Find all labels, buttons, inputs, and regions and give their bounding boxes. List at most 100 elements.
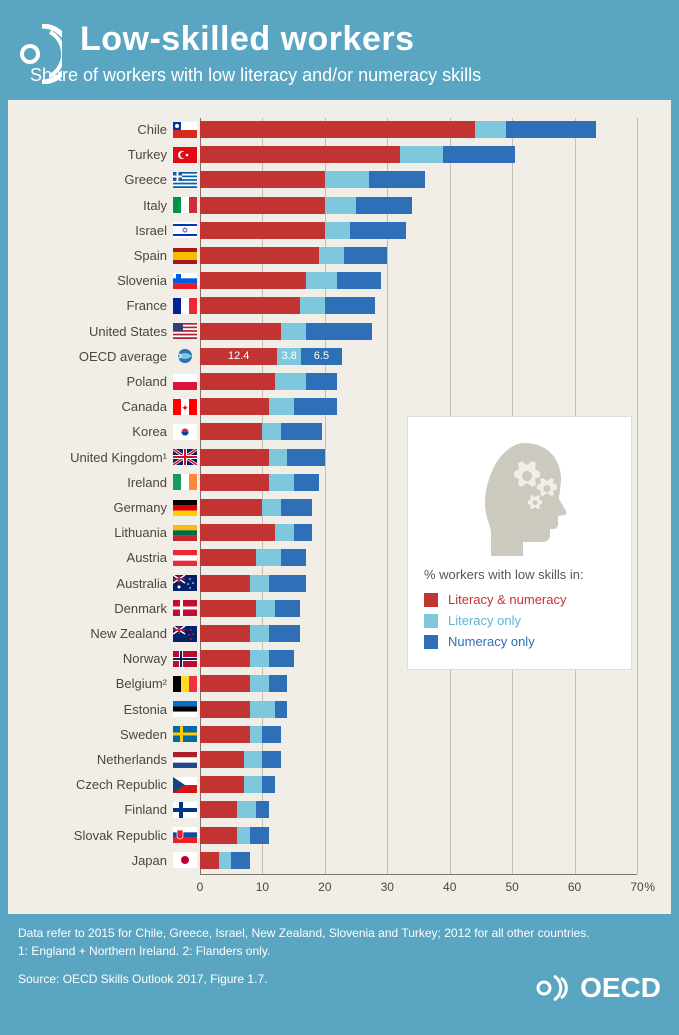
bar-segment-numeracy (287, 449, 324, 466)
bar-segment-both (200, 474, 269, 491)
bar-segment-both (200, 701, 250, 718)
country-label: United Kingdom¹ (18, 450, 173, 465)
bar-segment-literacy (244, 776, 263, 793)
table-row: France (18, 296, 637, 315)
country-label: Korea (18, 424, 173, 439)
bar-segment-both (200, 197, 325, 214)
country-label: Lithuania (18, 525, 173, 540)
bar-segment-literacy (250, 726, 262, 743)
country-label: Poland (18, 374, 173, 389)
bar-area (200, 674, 637, 693)
flag-icon: ✦ (173, 399, 197, 415)
bar-segment-literacy (237, 827, 249, 844)
bar-segment-numeracy (269, 650, 294, 667)
value-label: 12.4 (200, 350, 277, 362)
bar-segment-numeracy (262, 776, 274, 793)
bar-segment-both (200, 171, 325, 188)
table-row: Finland (18, 800, 637, 819)
country-label: Germany (18, 500, 173, 515)
legend-item: Literacy only (424, 613, 615, 628)
bar-area (200, 322, 637, 341)
x-tick-label: 60 (568, 880, 581, 894)
flag-icon (173, 172, 197, 188)
table-row: United States (18, 322, 637, 341)
bar-segment-numeracy (337, 272, 381, 289)
bar-area (200, 700, 637, 719)
bar-area (200, 775, 637, 794)
flag-icon (173, 147, 197, 163)
country-label: Australia (18, 576, 173, 591)
bar-segment-both (200, 852, 219, 869)
bar-segment-both (200, 600, 256, 617)
table-row: Canada✦ (18, 397, 637, 416)
country-label: Slovenia (18, 273, 173, 288)
bar-segment-both (200, 247, 319, 264)
bar-area (200, 196, 637, 215)
bar-segment-numeracy (443, 146, 515, 163)
bar-segment-literacy (244, 751, 263, 768)
table-row: Chile (18, 120, 637, 139)
bar-segment-numeracy (269, 675, 288, 692)
flag-icon (173, 802, 197, 818)
country-label: Spain (18, 248, 173, 263)
flag-icon (173, 273, 197, 289)
flag-icon (173, 626, 197, 642)
page-title: Low-skilled workers (80, 20, 653, 59)
country-label: OECD average (18, 349, 173, 364)
country-label: Norway (18, 651, 173, 666)
bar-segment-literacy (250, 701, 275, 718)
x-tick-label: 10 (256, 880, 269, 894)
table-row: Greece (18, 170, 637, 189)
oecd-brand: OECD (536, 967, 661, 1009)
x-tick-label: 0 (197, 880, 204, 894)
bar-segment-literacy (281, 323, 306, 340)
bar-area (200, 145, 637, 164)
flag-icon (173, 600, 197, 616)
bar-segment-numeracy (325, 297, 375, 314)
bar-segment-numeracy (294, 524, 313, 541)
head-silhouette-icon (455, 431, 585, 561)
table-row: Slovenia (18, 271, 637, 290)
bar-segment-both (200, 121, 475, 138)
legend-label: Numeracy only (448, 634, 535, 649)
x-tick-label: 30 (381, 880, 394, 894)
bar-segment-literacy (325, 171, 369, 188)
legend-swatch (424, 593, 438, 607)
country-label: Sweden (18, 727, 173, 742)
bar-segment-both (200, 297, 300, 314)
bar-area (200, 271, 637, 290)
bar-segment-literacy (256, 549, 281, 566)
country-label: United States (18, 324, 173, 339)
bar-segment-numeracy (306, 323, 372, 340)
flag-icon (173, 197, 197, 213)
bar-segment-literacy (475, 121, 506, 138)
bar-segment-numeracy (262, 751, 281, 768)
bar-segment-literacy (275, 524, 294, 541)
x-axis-title: % (644, 880, 655, 894)
country-label: Japan (18, 853, 173, 868)
bar-segment-literacy (262, 499, 281, 516)
bar-segment-literacy (306, 272, 337, 289)
legend: % workers with low skills in:Literacy & … (407, 416, 632, 670)
footnote-line: 1: England + Northern Ireland. 2: Flande… (18, 942, 661, 960)
bar-segment-both (200, 575, 250, 592)
flag-icon (173, 500, 197, 516)
footnote-line: Data refer to 2015 for Chile, Greece, Is… (18, 924, 661, 942)
legend-title: % workers with low skills in: (424, 567, 615, 582)
bar-segment-literacy (237, 801, 256, 818)
flag-icon (173, 424, 197, 440)
bar-segment-numeracy (262, 726, 281, 743)
flag-icon: ✡ (173, 222, 197, 238)
bar-segment-both (200, 323, 281, 340)
bar-segment-literacy (250, 575, 269, 592)
bar-segment-both (200, 827, 237, 844)
flag-icon (173, 122, 197, 138)
country-label: Finland (18, 802, 173, 817)
svg-text:✦: ✦ (181, 403, 189, 413)
bar-segment-numeracy (294, 474, 319, 491)
bar-segment-numeracy (275, 600, 300, 617)
flag-icon (173, 550, 197, 566)
bar-segment-both (200, 398, 269, 415)
bar-area (200, 221, 637, 240)
table-row: Belgium² (18, 674, 637, 693)
